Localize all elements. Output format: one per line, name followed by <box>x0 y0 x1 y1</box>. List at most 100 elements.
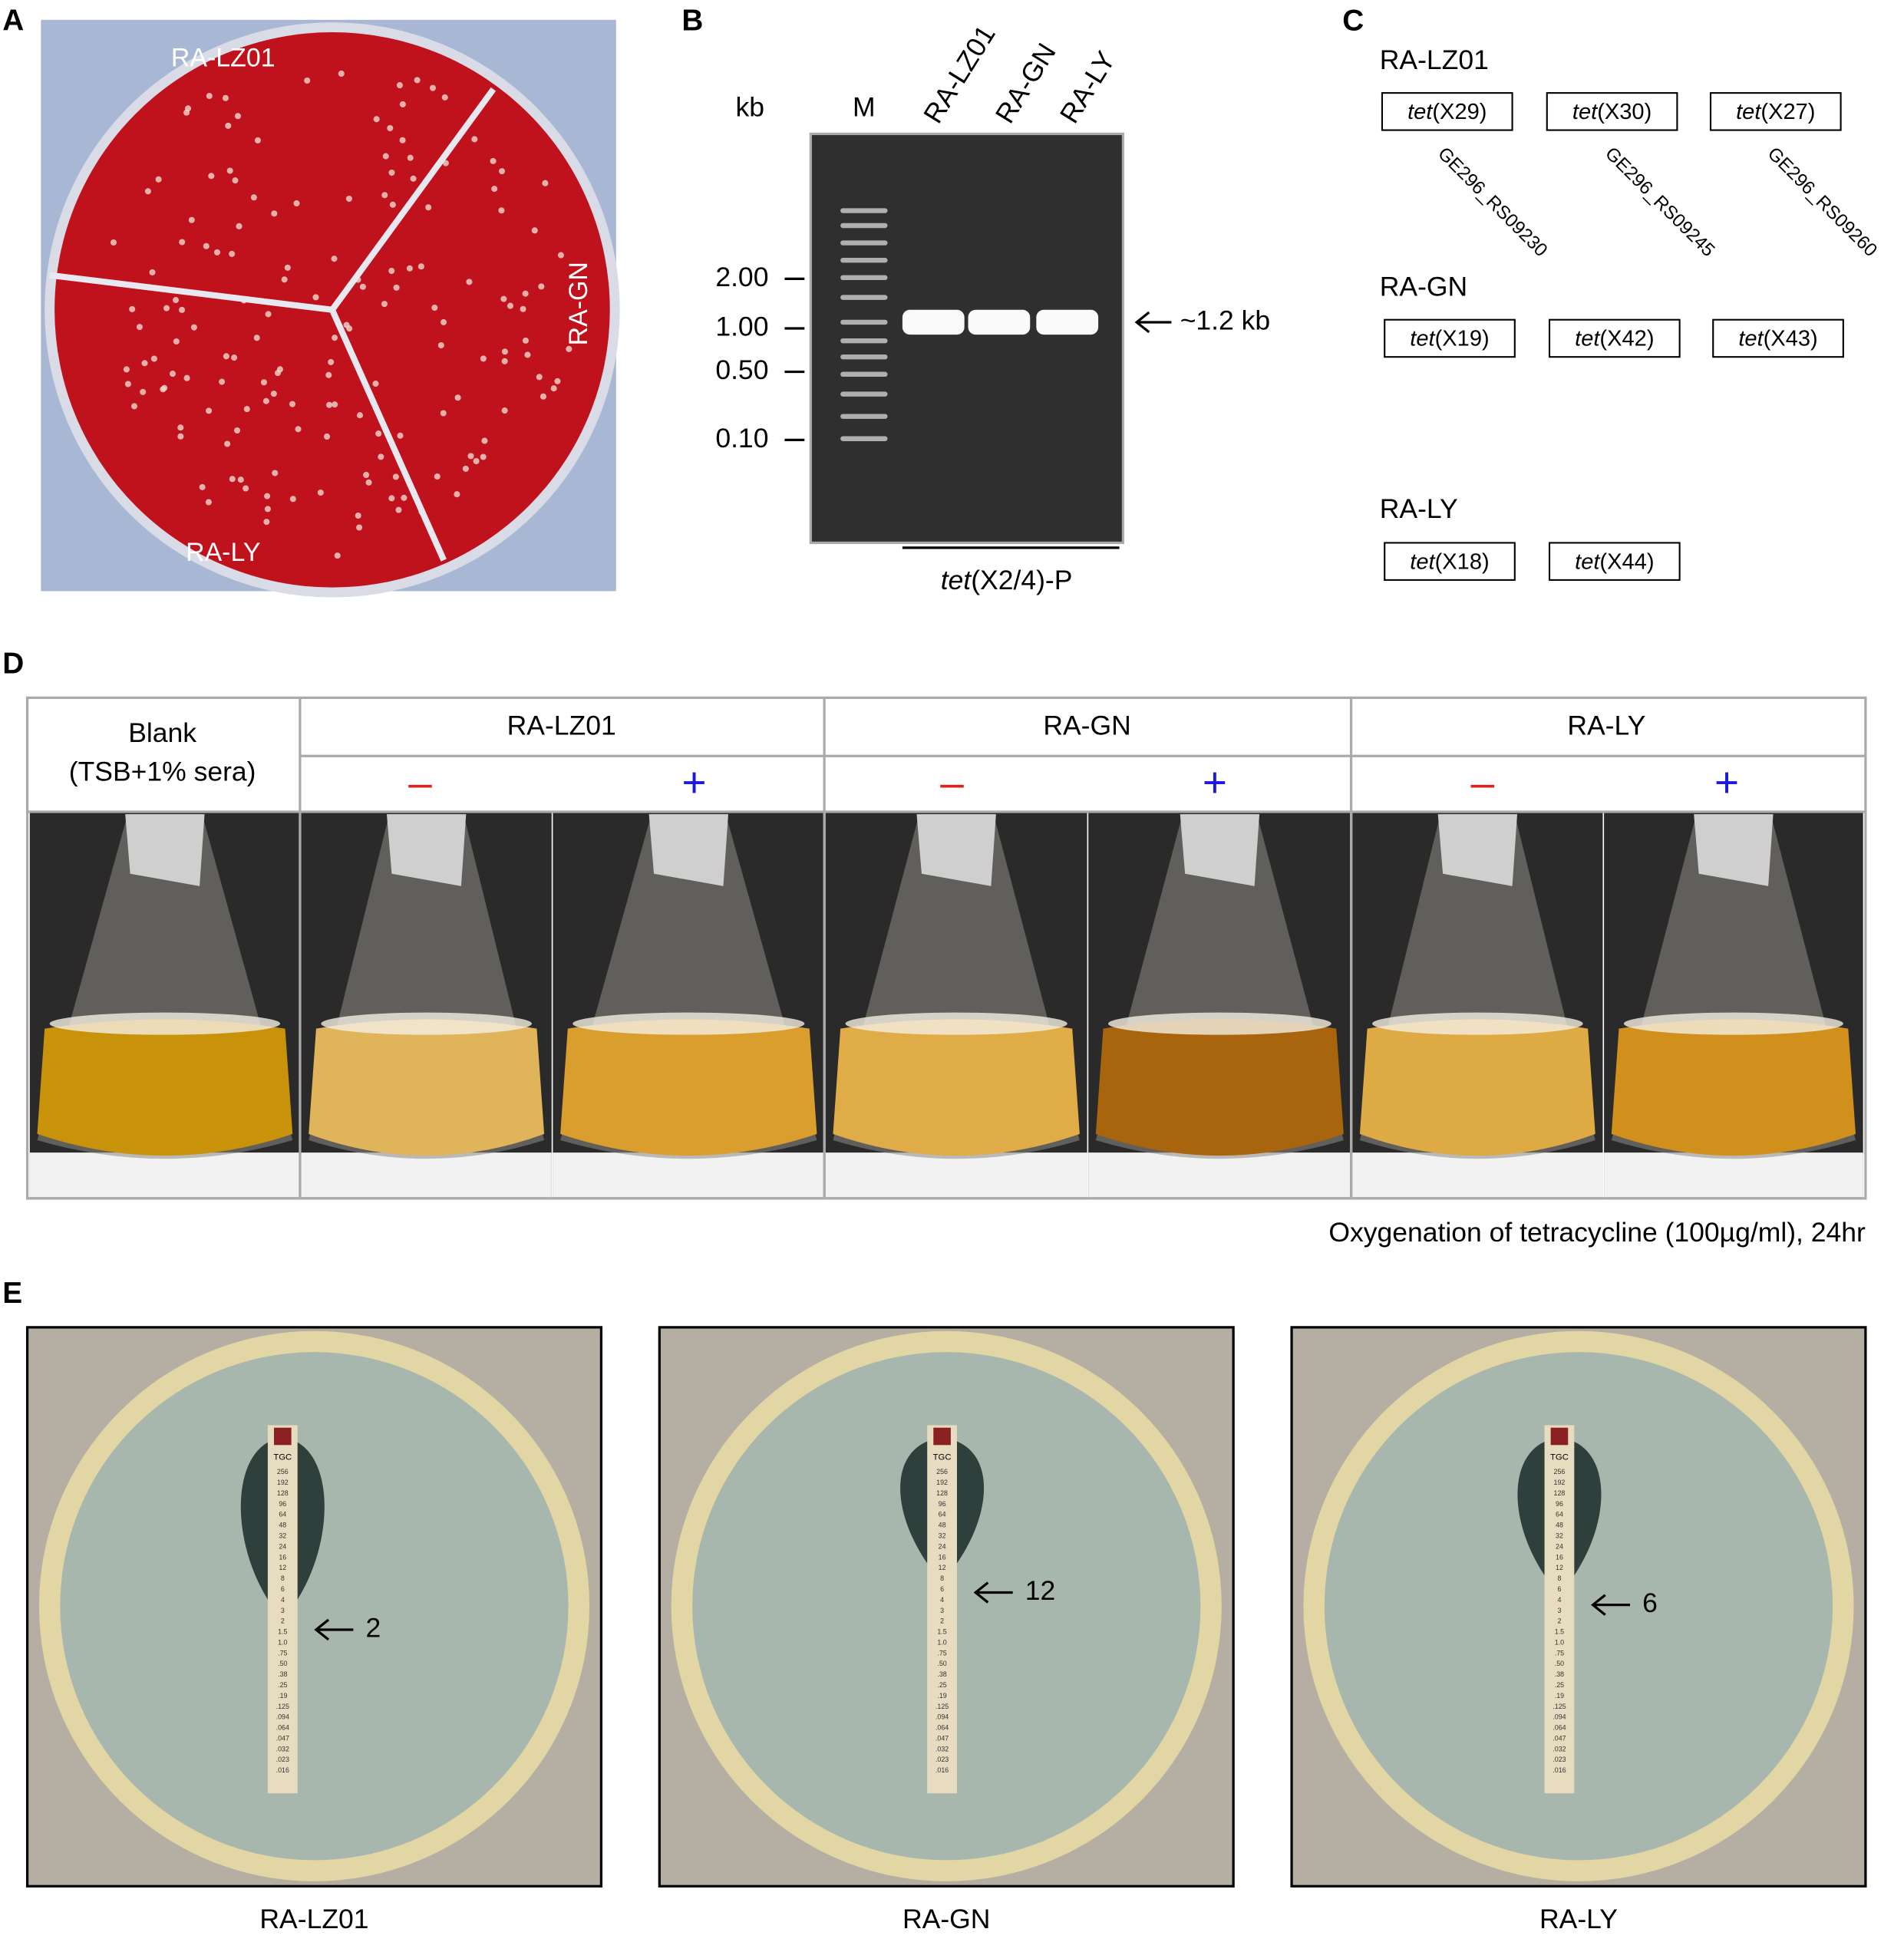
colony <box>332 335 338 341</box>
colony <box>395 507 401 513</box>
strip-scale: .064 <box>276 1724 289 1732</box>
colony <box>414 77 421 83</box>
strip-scale: .016 <box>936 1766 949 1774</box>
strip-scale: .75 <box>278 1649 287 1657</box>
ladder-band <box>840 372 887 377</box>
colony <box>357 412 363 418</box>
colony <box>388 268 394 274</box>
colony <box>441 410 447 416</box>
strip-scale: .047 <box>1553 1734 1566 1742</box>
strip-scale: .38 <box>1555 1670 1564 1678</box>
colony <box>170 371 176 377</box>
product-label: tet(X2/4)-P <box>941 565 1073 596</box>
colony <box>140 389 146 395</box>
flask-liquid <box>37 1019 292 1156</box>
colony <box>263 519 269 525</box>
gene-label: tet(X29) <box>1407 100 1487 124</box>
gene-label: tet(X44) <box>1575 549 1654 574</box>
strip-scale: 12 <box>1556 1564 1563 1571</box>
ladder-band <box>840 223 887 228</box>
photo-table <box>30 1152 300 1197</box>
strip-scale: .032 <box>936 1745 949 1752</box>
mic-value: 12 <box>1025 1575 1056 1606</box>
strip-scale: 128 <box>936 1489 948 1497</box>
strip-scale: .047 <box>276 1734 289 1742</box>
strip-scale: 32 <box>1556 1532 1563 1540</box>
panel-letter: A <box>2 4 24 37</box>
colony <box>502 358 508 364</box>
strip-scale: .125 <box>1553 1703 1566 1710</box>
colony <box>499 168 505 174</box>
strip-scale: 128 <box>1554 1489 1566 1497</box>
strip-scale: 3 <box>281 1607 285 1614</box>
ladder-band <box>840 258 887 262</box>
colony <box>480 355 487 361</box>
strip-scale: .094 <box>936 1713 949 1721</box>
colony <box>324 434 330 440</box>
ladder-band <box>840 354 887 359</box>
colony <box>163 305 170 312</box>
arrow <box>1137 312 1171 332</box>
gene-rest: (X19) <box>1435 326 1490 351</box>
strip-scale: 1.5 <box>278 1628 287 1636</box>
gene-italic: tet <box>1575 326 1601 351</box>
strip-scale: .25 <box>278 1681 287 1689</box>
size-label: 0.10 <box>715 423 768 453</box>
strip-scale: 48 <box>1556 1522 1563 1529</box>
strip-scale: 1.5 <box>1555 1628 1564 1636</box>
photo-table <box>553 1152 824 1197</box>
colony <box>131 403 137 409</box>
strip-logo <box>1551 1428 1569 1446</box>
colony <box>490 158 497 164</box>
colony <box>438 342 444 348</box>
strip-scale: 6 <box>1557 1585 1561 1593</box>
colony <box>500 296 507 302</box>
colony <box>271 391 277 397</box>
band-label: ~1.2 kb <box>1180 305 1270 335</box>
colony <box>225 123 231 129</box>
photo-table <box>826 1152 1087 1197</box>
strip-scale: 32 <box>279 1532 286 1540</box>
unit-label: kb <box>735 92 764 123</box>
ladder-band <box>840 208 887 213</box>
gene-rest: (X42) <box>1599 326 1654 351</box>
colony <box>206 499 212 505</box>
strip-scale: .50 <box>278 1660 287 1667</box>
photo-table <box>1604 1152 1863 1197</box>
colony <box>372 381 378 387</box>
strip-scale: 24 <box>939 1542 946 1550</box>
gene-italic: tet <box>1407 100 1434 124</box>
colony <box>346 196 352 202</box>
strip-scale: 96 <box>1556 1500 1563 1508</box>
strip-scale: .25 <box>1555 1681 1564 1689</box>
caption: Oxygenation of tetracycline (100µg/ml), … <box>1328 1217 1866 1248</box>
colony <box>184 375 190 381</box>
strain-header: RA-LY <box>1567 711 1645 741</box>
gene-italic: tet <box>1572 100 1599 124</box>
strip-scale: .50 <box>937 1660 946 1667</box>
flask-liquid <box>833 1019 1079 1156</box>
colony <box>304 77 310 84</box>
colony <box>255 137 261 143</box>
colony <box>425 204 431 210</box>
photo-table <box>302 1152 552 1197</box>
strip-scale: .19 <box>1555 1692 1564 1700</box>
gene-rest: (X18) <box>1435 549 1490 574</box>
strip-scale: 1.5 <box>937 1628 946 1636</box>
plate-label: RA-GN <box>564 262 593 345</box>
liquid-surface <box>573 1013 804 1035</box>
colony <box>129 306 135 312</box>
gene-label: tet(X27) <box>1736 100 1815 124</box>
colony <box>430 85 436 91</box>
ladder-band <box>840 240 887 245</box>
liquid-surface <box>846 1013 1067 1035</box>
colony <box>442 94 448 101</box>
gene-italic: tet <box>1410 549 1436 574</box>
strip-scale: .023 <box>1553 1756 1566 1763</box>
colony <box>251 194 257 200</box>
colony <box>206 93 213 99</box>
strip-scale: 12 <box>279 1564 286 1571</box>
liquid-surface <box>50 1013 280 1035</box>
locus-tag: GE296_RS09230 <box>1434 143 1551 261</box>
colony <box>177 424 183 430</box>
